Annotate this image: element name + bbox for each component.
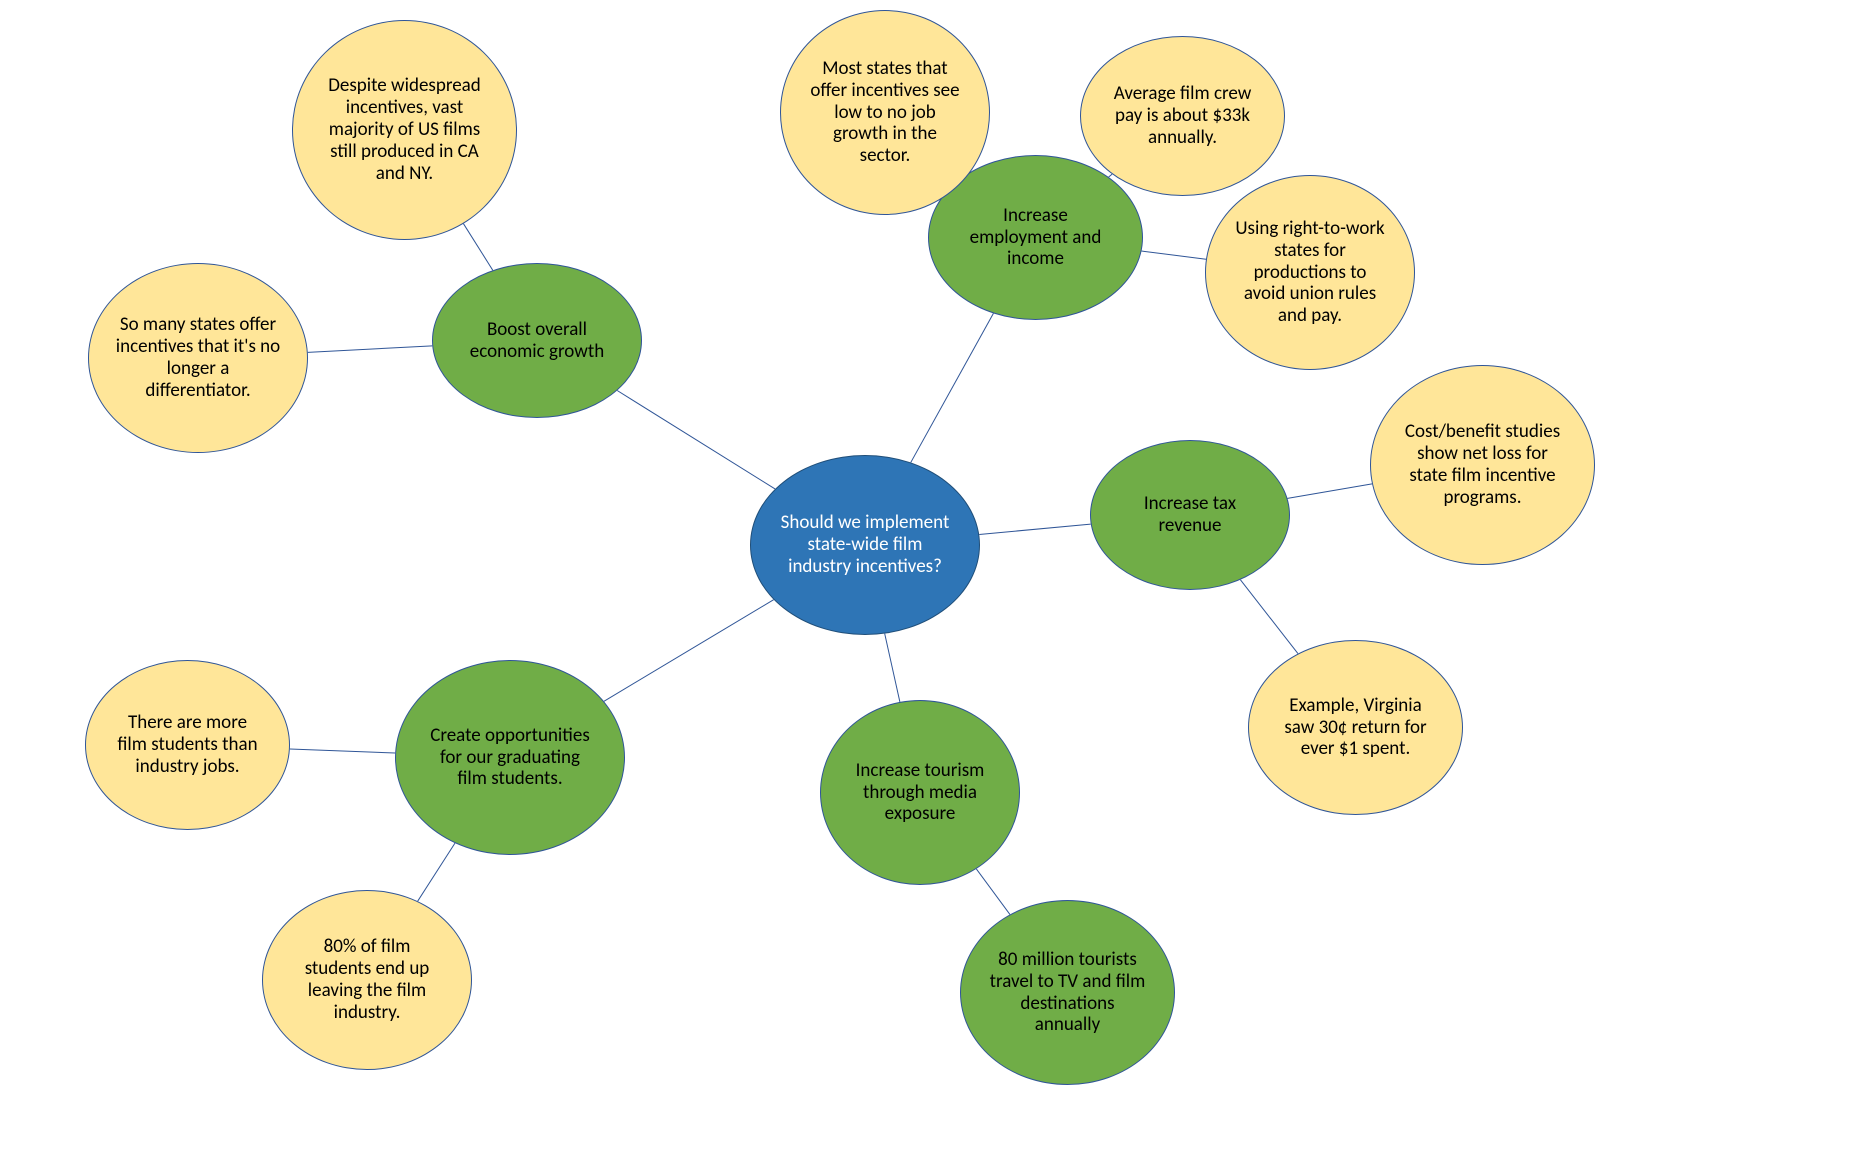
node-y-emp2: Average film crew pay is about $33k annu… (1080, 36, 1285, 196)
node-central: Should we implement state-wide film indu… (750, 455, 980, 635)
node-y-econ1: Despite widespread incentives, vast majo… (292, 20, 517, 240)
node-y-tax2: Example, Virginia saw 30¢ return for eve… (1248, 640, 1463, 815)
node-tax: Increase tax revenue (1090, 440, 1290, 590)
node-economic: Boost overall economic growth (432, 263, 642, 418)
node-y-emp3: Using right-to-work states for productio… (1205, 175, 1415, 370)
node-tourism: Increase tourism through media exposure (820, 700, 1020, 885)
diagram-canvas: Should we implement state-wide film indu… (0, 0, 1860, 1149)
node-y-econ2: So many states offer incentives that it'… (88, 263, 308, 453)
node-tourism2: 80 million tourists travel to TV and fil… (960, 900, 1175, 1085)
node-students: Create opportunities for our graduating … (395, 660, 625, 855)
node-y-stu1: There are more film students than indust… (85, 660, 290, 830)
node-y-tax1: Cost/benefit studies show net loss for s… (1370, 365, 1595, 565)
node-y-stu2: 80% of film students end up leaving the … (262, 890, 472, 1070)
node-y-emp1: Most states that offer incentives see lo… (780, 10, 990, 215)
